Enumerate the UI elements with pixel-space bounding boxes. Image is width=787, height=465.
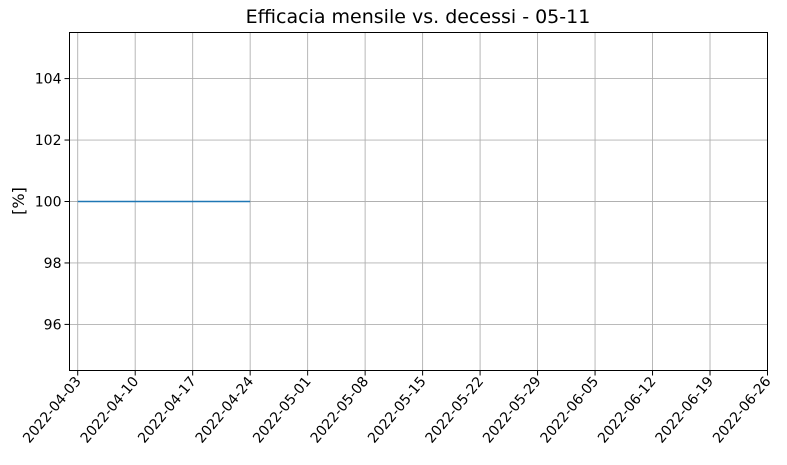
- x-tick-label: 2022-05-08: [308, 374, 373, 447]
- chart-title: Efficacia mensile vs. decessi - 05-11: [246, 6, 591, 28]
- y-tick-label: 102: [35, 133, 62, 149]
- x-tick-label: 2022-05-29: [480, 374, 545, 447]
- y-tick-label: 100: [35, 195, 62, 211]
- tick-layer: 2022-04-032022-04-102022-04-172022-04-24…: [20, 72, 774, 447]
- y-tick-label: 98: [44, 256, 62, 272]
- x-tick-label: 2022-05-01: [250, 374, 315, 447]
- x-tick-label: 2022-05-15: [365, 374, 430, 447]
- x-tick-label: 2022-05-22: [423, 374, 488, 447]
- y-axis-label: [%]: [9, 187, 28, 215]
- y-tick-label: 104: [35, 72, 62, 88]
- x-tick-label: 2022-04-17: [135, 374, 200, 447]
- x-tick-label: 2022-06-12: [595, 374, 660, 447]
- x-tick-label: 2022-04-03: [20, 374, 85, 447]
- y-tick-label: 96: [44, 317, 62, 333]
- x-tick-label: 2022-04-10: [78, 374, 143, 447]
- x-tick-label: 2022-06-26: [710, 374, 775, 447]
- x-tick-label: 2022-06-05: [538, 374, 603, 447]
- x-tick-label: 2022-06-19: [653, 374, 718, 447]
- x-tick-label: 2022-04-24: [193, 374, 258, 447]
